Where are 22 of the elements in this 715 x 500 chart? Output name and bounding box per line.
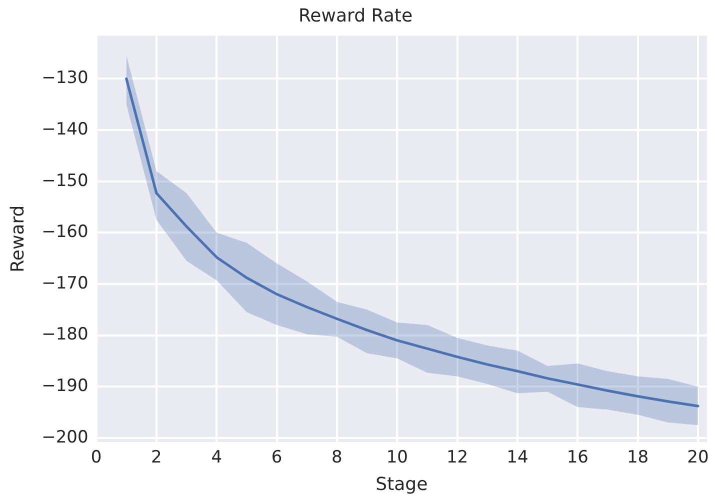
x-axis-title: Stage	[376, 474, 428, 495]
chart-title: Reward Rate	[298, 5, 413, 26]
y-tick-label: −180	[42, 324, 88, 345]
y-tick-label: −190	[42, 376, 88, 396]
y-tick-label: −170	[42, 273, 88, 294]
x-tick-label: 16	[566, 448, 588, 468]
x-tick-label: 8	[332, 448, 342, 468]
x-tick-label: 0	[90, 448, 102, 468]
y-tick-label: −140	[42, 119, 88, 140]
y-tick-label: −160	[42, 222, 88, 242]
y-axis-title: Reward	[7, 205, 28, 272]
x-tick-label: 2	[151, 448, 162, 468]
x-tick-label: 20	[687, 448, 709, 468]
x-tick-label: 12	[446, 448, 468, 468]
y-tick-label: −200	[42, 427, 88, 448]
x-tick-label: 18	[626, 448, 649, 468]
x-tick-label: 4	[211, 448, 222, 468]
x-tick-label: 6	[271, 448, 282, 468]
x-tick-label: 10	[386, 448, 408, 468]
y-tick-label: −130	[42, 68, 88, 88]
y-tick-label: −150	[42, 170, 88, 191]
x-tick-label: 14	[506, 448, 528, 468]
